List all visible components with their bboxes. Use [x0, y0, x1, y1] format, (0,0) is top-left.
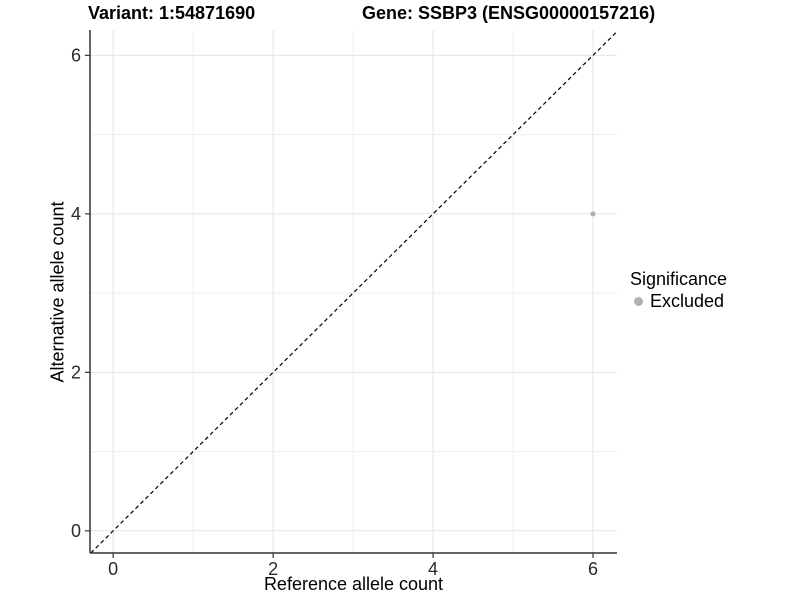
legend-title: Significance — [630, 269, 728, 289]
y-axis-title: Alternative allele count — [47, 201, 68, 383]
x-tick-label: 6 — [588, 559, 598, 579]
title-gene: Gene: SSBP3 (ENSG00000157216) — [362, 3, 656, 23]
identity-line — [90, 31, 618, 554]
y-tick-label: 2 — [71, 362, 81, 382]
legend-entry-excluded: Excluded — [630, 291, 727, 312]
x-axis-title: Reference allele count — [263, 574, 444, 594]
data-point — [590, 211, 596, 217]
legend-entry-label: Excluded — [650, 291, 725, 311]
excluded-point-icon — [634, 297, 643, 306]
legend: Significance Excluded — [630, 269, 727, 312]
x-tick-label: 0 — [108, 559, 118, 579]
y-tick-label: 6 — [71, 45, 81, 65]
legend-key — [630, 293, 647, 310]
x-tick-label: 4 — [428, 559, 438, 579]
title-variant: Variant: 1:54871690 — [88, 3, 256, 23]
y-tick-label: 4 — [71, 204, 81, 224]
x-tick-label: 2 — [268, 559, 278, 579]
y-tick-label: 0 — [71, 521, 81, 541]
